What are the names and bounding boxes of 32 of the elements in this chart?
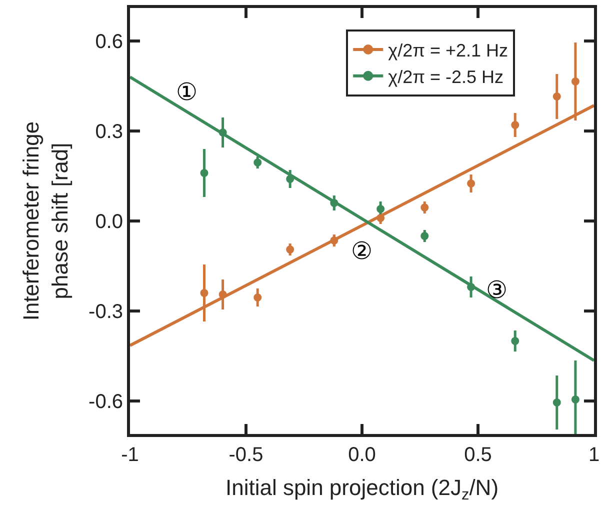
annotation: ① xyxy=(176,78,198,106)
point xyxy=(511,121,520,129)
y-tick-label: 0.0 xyxy=(95,211,123,233)
legend-label: χ/2π = -2.5 Hz xyxy=(388,66,504,87)
point xyxy=(286,246,294,254)
annotation: ③ xyxy=(486,276,508,304)
point xyxy=(200,289,208,297)
point xyxy=(552,398,561,406)
legend-label: χ/2π = +2.1 Hz xyxy=(388,40,508,61)
x-tick-label: 1 xyxy=(588,444,600,466)
point xyxy=(420,204,429,212)
y-tick-label: -0.3 xyxy=(88,301,123,323)
point xyxy=(254,158,262,166)
y-tick-label: 0.6 xyxy=(95,31,123,53)
annotation: ② xyxy=(351,237,373,265)
x-tick-label: 0.5 xyxy=(464,444,492,466)
point xyxy=(420,232,429,240)
y-tick-label: 0.3 xyxy=(95,121,123,143)
x-tick-label: -1 xyxy=(121,444,139,466)
y-axis-title: Interferometer fringe phase shift [rad] xyxy=(18,121,72,321)
x-tick-label: -0.5 xyxy=(228,444,264,466)
point xyxy=(254,294,262,302)
point xyxy=(571,396,580,404)
point xyxy=(571,78,580,86)
y-tick-label: -0.6 xyxy=(88,391,123,413)
x-tick-label: 0.0 xyxy=(348,444,376,466)
x-axis-title: Initial spin projection (2J$_{z}$/N) xyxy=(225,474,499,504)
point xyxy=(376,205,385,213)
point xyxy=(467,180,476,188)
point xyxy=(200,169,208,177)
point xyxy=(552,92,561,100)
point xyxy=(511,337,520,345)
